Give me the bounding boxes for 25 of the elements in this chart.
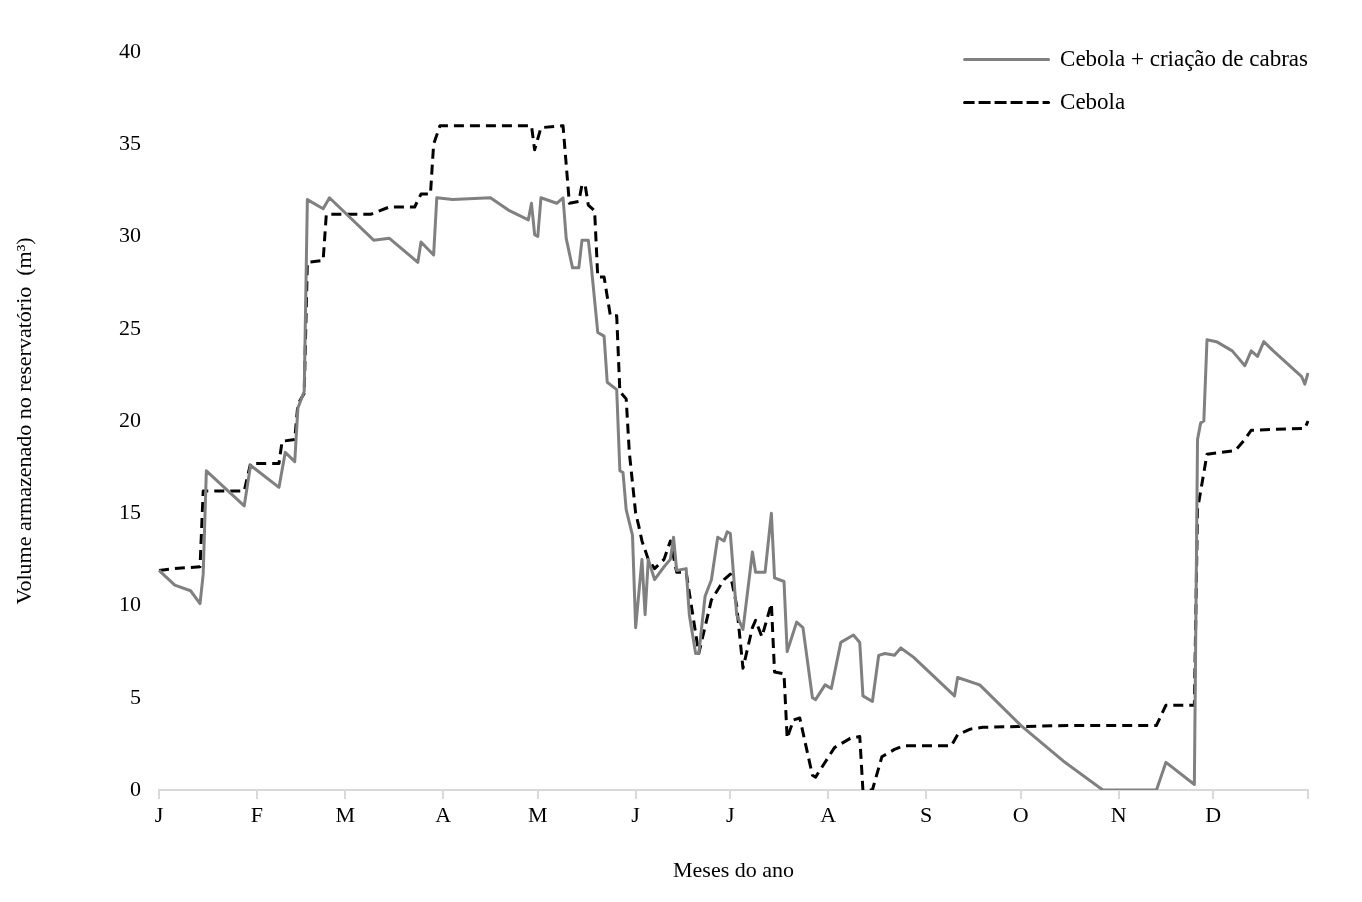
- legend-label: Cebola: [1060, 88, 1126, 114]
- x-axis-title: Meses do ano: [673, 856, 794, 882]
- x-tick-label: N: [1110, 801, 1127, 827]
- y-axis-title: Volume armazenado no reservatório (m³): [10, 237, 36, 605]
- legend-label: Cebola + criação de cabras: [1060, 45, 1309, 71]
- y-tick-label: 5: [130, 683, 141, 709]
- y-tick-label: 35: [119, 130, 141, 156]
- y-tick-label: 30: [119, 222, 141, 248]
- x-tick-label: J: [631, 801, 641, 827]
- y-tick-label: 20: [119, 406, 141, 432]
- x-tick-label: O: [1012, 801, 1029, 827]
- x-tick-label: S: [919, 801, 933, 827]
- y-tick-label: 15: [119, 499, 141, 525]
- y-tick-label: 0: [130, 775, 141, 801]
- x-tick-label: A: [435, 801, 452, 827]
- x-tick-label: F: [250, 801, 263, 827]
- x-tick-label: M: [335, 801, 356, 827]
- y-tick-label: 25: [119, 314, 141, 340]
- x-tick-label: J: [726, 801, 736, 827]
- x-tick-label: J: [154, 801, 164, 827]
- x-tick-label: M: [528, 801, 548, 827]
- x-tick-label: A: [820, 801, 837, 827]
- y-tick-label: 10: [119, 591, 141, 617]
- x-tick-label: D: [1205, 801, 1222, 827]
- y-tick-label: 40: [119, 37, 141, 63]
